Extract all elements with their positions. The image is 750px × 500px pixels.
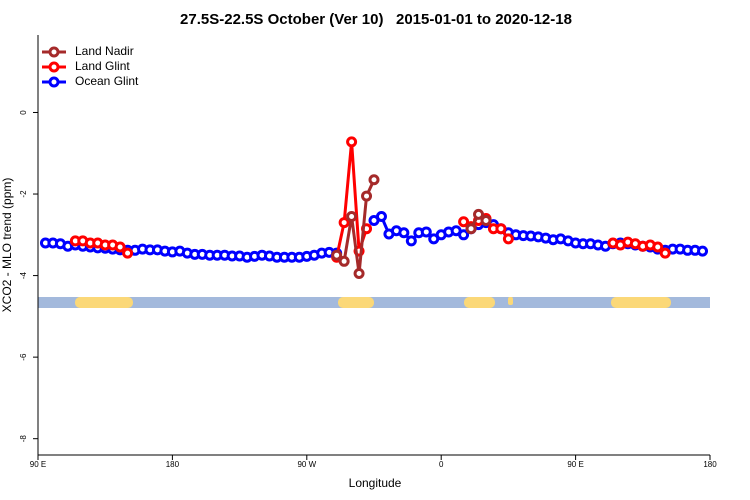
data-point [331, 249, 343, 261]
legend-marker [48, 46, 60, 58]
data-point [697, 245, 709, 257]
y-tick-label: -4 [19, 271, 28, 279]
data-point [353, 268, 365, 280]
data-point [458, 229, 470, 241]
data-point [495, 223, 507, 235]
data-point [398, 227, 410, 239]
data-point [502, 233, 514, 245]
y-tick-label: 0 [19, 110, 28, 115]
data-point [473, 208, 485, 220]
data-point [405, 235, 417, 247]
x-tick-label: 90 W [297, 460, 316, 469]
legend-marker [48, 76, 60, 88]
land-band [464, 297, 495, 308]
data-point [659, 247, 671, 259]
x-tick-label: 90 E [30, 460, 46, 469]
data-point [346, 136, 358, 148]
land-band [611, 297, 671, 308]
x-axis-label: Longitude [349, 476, 402, 490]
x-tick-label: 90 E [567, 460, 583, 469]
x-tick-label: 180 [703, 460, 717, 469]
x-tick-label: 0 [439, 460, 444, 469]
data-point [114, 241, 126, 253]
y-tick-label: -2 [19, 190, 28, 198]
data-point [361, 190, 373, 202]
land-band [338, 297, 374, 308]
data-point [368, 174, 380, 186]
y-axis-label: XCO2 - MLO trend (ppm) [0, 178, 14, 313]
land-band [75, 297, 133, 308]
data-point [652, 241, 664, 253]
y-tick-label: -8 [19, 435, 28, 443]
y-tick-label: -6 [19, 353, 28, 361]
data-point [338, 217, 350, 229]
legend-label: Land Glint [75, 59, 130, 73]
data-point [465, 223, 477, 235]
data-point [458, 216, 470, 228]
data-point [346, 210, 358, 222]
legend-label: Land Nadir [75, 44, 134, 58]
legend-marker [48, 61, 60, 73]
data-point [122, 247, 134, 259]
chart-title: 27.5S-22.5S October (Ver 10) 2015-01-01 … [180, 11, 572, 28]
land-band [508, 297, 513, 305]
x-tick-label: 180 [166, 460, 180, 469]
data-point [375, 210, 387, 222]
data-point [420, 226, 432, 238]
legend-label: Ocean Glint [75, 74, 139, 88]
data-point [338, 255, 350, 267]
surface-mask [38, 297, 710, 308]
data-point [480, 215, 492, 227]
